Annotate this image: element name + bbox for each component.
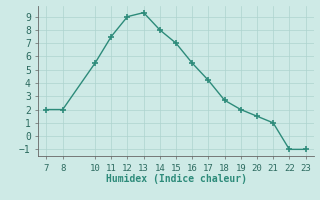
- X-axis label: Humidex (Indice chaleur): Humidex (Indice chaleur): [106, 174, 246, 184]
